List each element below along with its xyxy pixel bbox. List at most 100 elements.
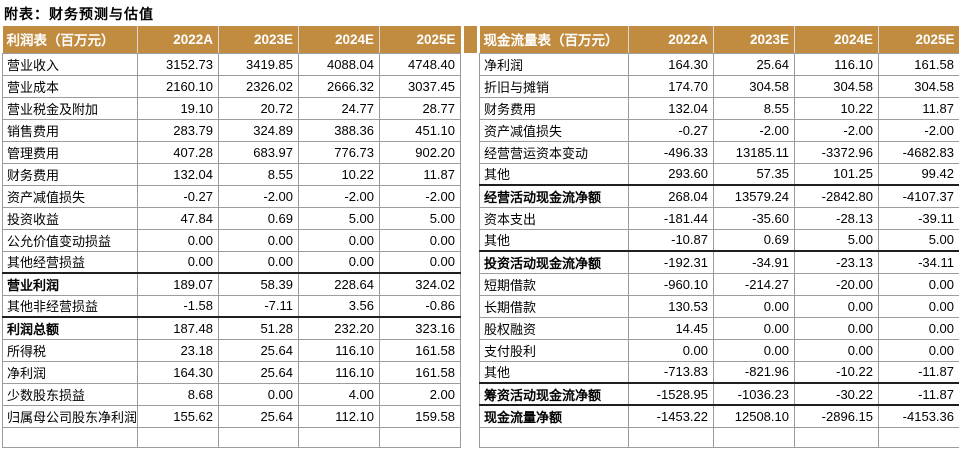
table-row: 营业成本 2160.10 2326.02 2666.32 3037.45 [2, 74, 461, 98]
cell-value: 0.00 [878, 272, 959, 296]
cell-value: -192.31 [628, 250, 714, 274]
cell-value: 0.00 [137, 228, 219, 252]
column-header-2023e: 2023E [713, 26, 795, 54]
row-label: 财务费用 [2, 162, 138, 186]
cell-value: 47.84 [137, 206, 219, 230]
cell-value: 116.10 [298, 338, 380, 362]
cell-value: -20.00 [794, 272, 879, 296]
cell-value: 116.10 [794, 52, 879, 76]
cell-value: 11.87 [379, 162, 461, 186]
cell-value: 0.00 [379, 250, 461, 274]
table-row: 筹资活动现金流净额 -1528.95 -1036.23 -30.22 -11.87 [479, 382, 959, 406]
row-label: 利润总额 [2, 316, 138, 340]
row-label: 归属母公司股东净利润 [2, 404, 138, 428]
row-label: 公允价值变动损益 [2, 228, 138, 252]
cell-value: 187.48 [137, 316, 219, 340]
cell-value: 0.00 [794, 294, 879, 318]
cell-value: 20.72 [218, 96, 299, 120]
empty-row [2, 426, 461, 448]
cell-value: -1036.23 [713, 382, 795, 406]
cell-value: 228.64 [298, 272, 380, 296]
cell-value: -34.91 [713, 250, 795, 274]
table-row: 现金流量净额 -1453.22 12508.10 -2896.15 -4153.36 [479, 404, 959, 428]
cell-value: 12508.10 [713, 404, 795, 428]
cell-value: 23.18 [137, 338, 219, 362]
income-table-header-row: 利润表（百万元） 2022A 2023E 2024E 2025E [2, 26, 461, 54]
table-row: 投资活动现金流净额 -192.31 -34.91 -23.13 -34.11 [479, 250, 959, 274]
income-table-title: 利润表（百万元） [2, 26, 138, 54]
cell-value: 451.10 [379, 118, 461, 142]
cell-value: 8.55 [218, 162, 299, 186]
cell-value: 0.69 [218, 206, 299, 230]
table-row: 营业利润 189.07 58.39 228.64 324.02 [2, 272, 461, 296]
cell-value: 0.00 [298, 250, 380, 274]
cell-value: 57.35 [713, 162, 795, 186]
cell-value: -28.13 [794, 206, 879, 230]
cell-value: 4088.04 [298, 52, 380, 76]
table-gap-spacer [464, 26, 477, 53]
table-row: 其他 -10.87 0.69 5.00 5.00 [479, 228, 959, 252]
cell-value: 5.00 [298, 206, 380, 230]
cell-value: 161.58 [878, 52, 959, 76]
table-row: 资产减值损失 -0.27 -2.00 -2.00 -2.00 [479, 118, 959, 142]
row-label: 股权融资 [479, 316, 629, 340]
empty-cell [878, 426, 959, 448]
cell-value: 0.00 [713, 316, 795, 340]
cell-value: 25.64 [218, 338, 299, 362]
row-label: 营业成本 [2, 74, 138, 98]
row-label: 管理费用 [2, 140, 138, 164]
row-label: 现金流量净额 [479, 404, 629, 428]
cell-value: 304.58 [713, 74, 795, 98]
empty-cell [137, 426, 219, 448]
cell-value: 304.58 [794, 74, 879, 98]
cell-value: -3372.96 [794, 140, 879, 164]
cell-value: -713.83 [628, 360, 714, 384]
cell-value: 116.10 [298, 360, 380, 384]
table-row: 资产减值损失 -0.27 -2.00 -2.00 -2.00 [2, 184, 461, 208]
cell-value: 0.00 [137, 250, 219, 274]
cell-value: -7.11 [218, 294, 299, 318]
cell-value: 4.00 [298, 382, 380, 406]
cell-value: -0.27 [137, 184, 219, 208]
cell-value: 10.22 [794, 96, 879, 120]
cell-value: -214.27 [713, 272, 795, 296]
cell-value: 51.28 [218, 316, 299, 340]
cell-value: 130.53 [628, 294, 714, 318]
column-header-2025e: 2025E [878, 26, 959, 54]
table-row: 资本支出 -181.44 -35.60 -28.13 -39.11 [479, 206, 959, 230]
cell-value: 8.68 [137, 382, 219, 406]
cashflow-table-header-row: 现金流量表（百万元） 2022A 2023E 2024E 2025E [479, 26, 959, 54]
cell-value: -2896.15 [794, 404, 879, 428]
cashflow-table-body: 净利润 164.30 25.64 116.10 161.58 折旧与摊销 174.70 304… [479, 52, 959, 448]
cell-value: 25.64 [713, 52, 795, 76]
column-header-2024e: 2024E [298, 26, 380, 54]
cell-value: 101.25 [794, 162, 879, 186]
row-label: 其他 [479, 360, 629, 384]
cell-value: -39.11 [878, 206, 959, 230]
row-label: 支付股利 [479, 338, 629, 362]
cell-value: 283.79 [137, 118, 219, 142]
cell-value: 0.00 [794, 316, 879, 340]
column-header-2024e: 2024E [794, 26, 879, 54]
cell-value: -2.00 [379, 184, 461, 208]
empty-cell [298, 426, 380, 448]
cell-value: -23.13 [794, 250, 879, 274]
cell-value: 776.73 [298, 140, 380, 164]
row-label: 投资活动现金流净额 [479, 250, 629, 274]
row-label: 资本支出 [479, 206, 629, 230]
row-label: 其他 [479, 228, 629, 252]
table-row: 经营活动现金流净额 268.04 13579.24 -2842.80 -4107.37 [479, 184, 959, 208]
table-row: 营业收入 3152.73 3419.85 4088.04 4748.40 [2, 52, 461, 76]
table-row: 公允价值变动损益 0.00 0.00 0.00 0.00 [2, 228, 461, 252]
cell-value: -2.00 [794, 118, 879, 142]
cell-value: 0.00 [218, 382, 299, 406]
cell-value: -30.22 [794, 382, 879, 406]
table-row: 所得税 23.18 25.64 116.10 161.58 [2, 338, 461, 362]
cell-value: 25.64 [218, 360, 299, 384]
cell-value: 232.20 [298, 316, 380, 340]
cell-value: -34.11 [878, 250, 959, 274]
cell-value: 324.02 [379, 272, 461, 296]
table-row: 财务费用 132.04 8.55 10.22 11.87 [479, 96, 959, 120]
cell-value: -11.87 [878, 360, 959, 384]
table-row: 净利润 164.30 25.64 116.10 161.58 [2, 360, 461, 384]
